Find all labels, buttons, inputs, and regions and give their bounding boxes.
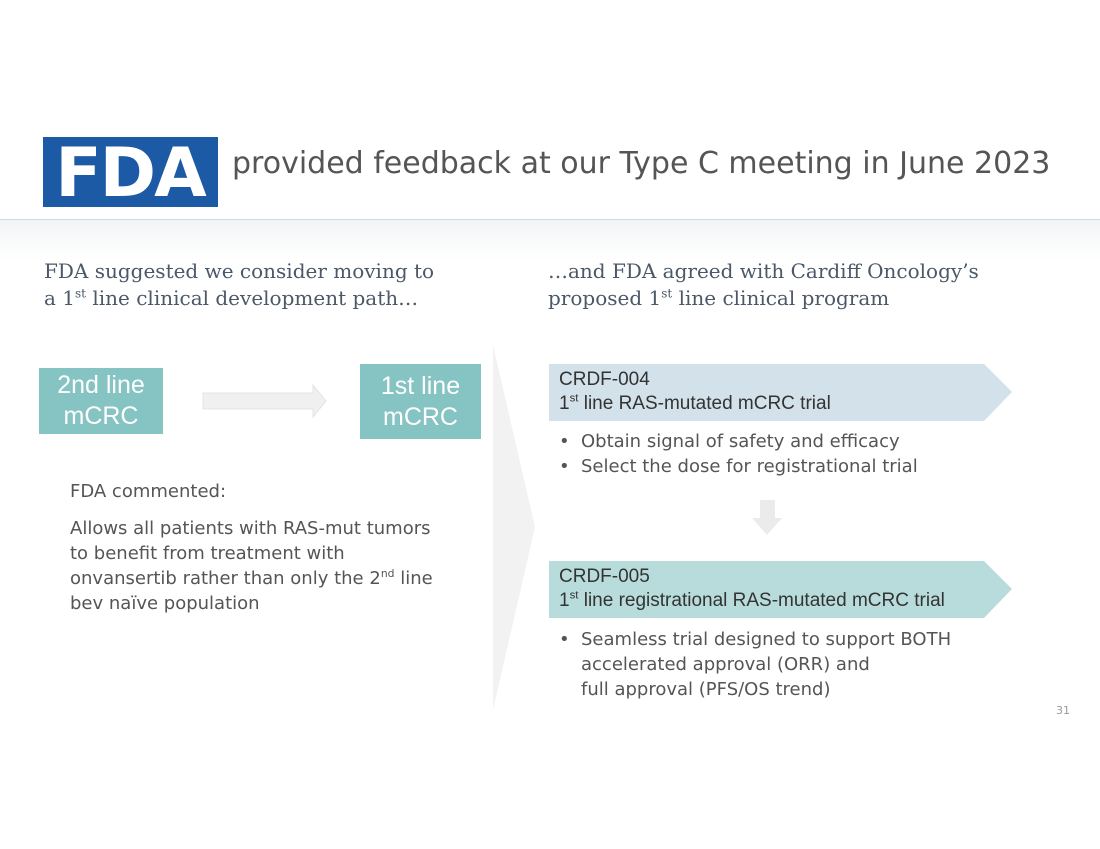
text: full approval (PFS/OS trend) bbox=[581, 679, 831, 700]
bullet: Select the dose for registrational trial bbox=[555, 454, 918, 479]
title: provided feedback at our Type C meeting … bbox=[232, 146, 1051, 181]
logo: FDA bbox=[55, 134, 207, 213]
sup: st bbox=[75, 286, 86, 301]
arrow bbox=[202, 383, 327, 419]
bullet: Seamless trial designed to support BOTH a… bbox=[555, 627, 951, 702]
sup: st bbox=[569, 392, 579, 405]
text: line clinical development path… bbox=[86, 286, 419, 310]
sup: nd bbox=[380, 567, 395, 580]
comment: Allows all patients with RAS-mut tumors … bbox=[70, 516, 433, 616]
page-number: 31 bbox=[1056, 704, 1070, 717]
text: mCRC bbox=[383, 402, 458, 431]
text: proposed 1 bbox=[548, 286, 662, 310]
text: 2nd line bbox=[57, 371, 145, 399]
text: …and FDA agreed with Cardiff Oncology’s bbox=[548, 259, 979, 283]
text: accelerated approval (ORR) and bbox=[581, 654, 870, 675]
text: 1 bbox=[559, 393, 570, 414]
comment-label: FDA commented: bbox=[70, 481, 227, 502]
text: line clinical program bbox=[672, 286, 890, 310]
logo-bg bbox=[43, 137, 218, 207]
text: bev naïve population bbox=[70, 593, 260, 614]
text: Seamless trial designed to support BOTH bbox=[581, 629, 952, 650]
text: CRDF-005 bbox=[559, 566, 650, 587]
text: CRDF-004 bbox=[559, 369, 650, 390]
text: mCRC bbox=[63, 402, 139, 430]
chevron bbox=[493, 345, 535, 710]
text: 1st line bbox=[380, 371, 461, 400]
trial-title: CRDF-004 1st line RAS-mutated mCRC trial bbox=[559, 368, 831, 416]
trial-banner bbox=[549, 364, 1012, 421]
text: FDA suggested we consider moving to bbox=[44, 259, 435, 283]
text: onvansertib rather than only the 2 bbox=[70, 568, 381, 589]
text: line registrational RAS-mutated mCRC tri… bbox=[578, 590, 945, 611]
down-arrow bbox=[752, 500, 782, 535]
right-heading: …and FDA agreed with Cardiff Oncology’s … bbox=[548, 258, 979, 312]
text: to benefit from treatment with bbox=[70, 543, 345, 564]
sup: st bbox=[661, 286, 673, 301]
bullets: Obtain signal of safety and efficacy Sel… bbox=[555, 429, 918, 479]
text: line bbox=[394, 568, 433, 589]
trial-banner bbox=[549, 561, 1012, 618]
text: 1 bbox=[559, 590, 570, 611]
left-heading: FDA suggested we consider moving to a 1s… bbox=[44, 258, 434, 312]
text: a 1 bbox=[44, 286, 76, 310]
band bbox=[0, 219, 1100, 260]
bullets: Seamless trial designed to support BOTH a… bbox=[555, 627, 951, 702]
trial-title: CRDF-005 1st line registrational RAS-mut… bbox=[559, 565, 945, 613]
box: 2nd line mCRC bbox=[39, 368, 163, 434]
text: line RAS-mutated mCRC trial bbox=[578, 393, 831, 414]
text: Allows all patients with RAS-mut tumors bbox=[70, 518, 431, 539]
sup: st bbox=[569, 589, 579, 602]
box: 1st line mCRC bbox=[360, 364, 481, 439]
bullet: Obtain signal of safety and efficacy bbox=[555, 429, 918, 454]
